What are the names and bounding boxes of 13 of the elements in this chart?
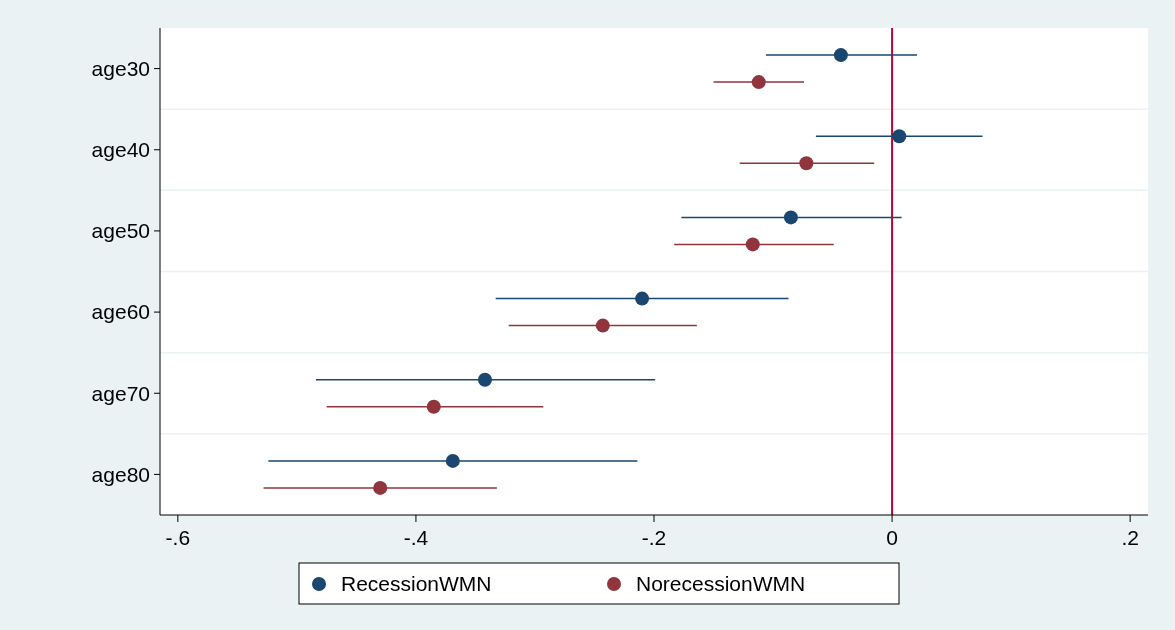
y-tick-label: age70: [91, 381, 150, 405]
y-tick-label: age40: [91, 138, 150, 162]
legend-label: RecessionWMN: [341, 572, 492, 596]
y-tick-label: age50: [91, 219, 150, 243]
y-tick-label: age80: [91, 462, 150, 486]
x-tick-label: -.2: [641, 526, 667, 549]
x-tick-label: -.6: [165, 526, 191, 549]
legend-label: NorecessionWMN: [636, 572, 806, 596]
y-tick-label: age30: [91, 56, 150, 80]
x-tick-label: -.4: [403, 526, 429, 549]
x-tick-label: .2: [1121, 526, 1139, 549]
y-tick-label: age60: [91, 300, 150, 324]
x-tick-label: 0: [886, 526, 898, 549]
